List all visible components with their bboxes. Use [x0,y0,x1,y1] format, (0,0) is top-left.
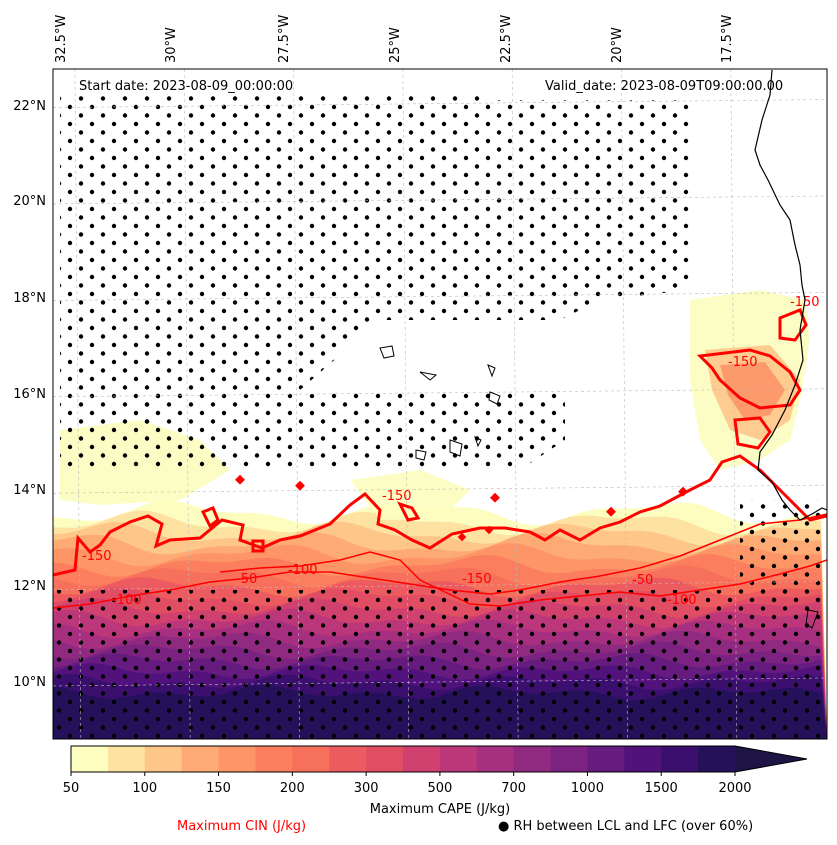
lon-gridline [74,69,82,739]
lon-tick-label: 27.5°W [277,14,292,63]
cin-contour-label: -150 [82,549,112,564]
gridlines [53,69,827,739]
colorbar-segment [255,746,293,772]
cin-legend-label: Maximum CIN (J/kg) [177,819,307,834]
rh-legend-label: ● RH between LCL and LFC (over 60%) [498,819,754,834]
colorbar-segment [587,746,625,772]
cin-contour-label: -150 [728,355,758,370]
colorbar-segment [71,746,109,772]
colorbar-label: Maximum CAPE (J/kg) [369,802,511,817]
lon-tick-label: 32.5°W [54,14,69,63]
cin-contour--100 [53,513,827,609]
colorbar-segment [439,746,478,772]
lat-tick-label: 20°N [13,194,46,209]
cin-contour-island-3 [733,416,772,450]
lon-gridline [511,69,519,739]
colorbar-segment [624,746,662,772]
colorbar-segment [218,746,256,772]
colorbar-segment [476,746,515,772]
colorbar-segment [403,746,441,772]
cin-contour-label: -50 [632,573,653,588]
coastline [379,69,827,629]
colorbar-segment [329,746,367,772]
colorbar-segment [513,746,552,772]
cin-contour-label: -100 [288,563,318,578]
lon-gridline [183,69,191,739]
colorbar-outline [70,745,808,773]
lat-tick-label: 10°N [13,675,46,690]
lon-gridline [730,69,738,739]
colorbar-segment [144,746,183,772]
cin-contour--150 [53,454,827,577]
lat-tick-label: 16°N [13,387,46,402]
colorbar-extend-arrow [735,746,807,772]
colorbar-segment [366,746,404,772]
colorbar-segment [550,746,588,772]
cape-patch [350,470,470,520]
lat-tick-label: 12°N [13,579,46,594]
cin-contour-label: -100 [667,593,697,608]
valid-date-annotation: Valid_date: 2023-08-09T09:00:00.00 [545,79,784,94]
colorbar-tick-label: 700 [501,781,527,796]
cin-contour--50 [219,551,827,607]
lon-tick-label: 17.5°W [720,14,735,63]
lon-tick-label: 22.5°W [499,14,514,63]
colorbar-tick-label: 2000 [718,781,752,796]
lat-tick-label: 18°N [13,291,46,306]
lat-tick-label: 22°N [13,99,46,114]
colorbar-segment [107,746,146,772]
cin-inline-labels: -150-100-50-100-150-150 -50-100-150-150 [82,295,820,608]
colorbar-segment [661,746,699,772]
lon-tick-label: 30°W [164,27,179,63]
colorbar-tick-label: 50 [62,781,80,796]
lat-tick-label: 14°N [13,483,46,498]
colorbar-tick-label: 100 [132,781,158,796]
colorbar-segment [698,746,736,772]
lon-gridline [293,69,300,739]
lon-tick-label: 25°W [388,27,403,63]
cin-contours: -150-100-50-100-150-150 -50-100-150-150 [53,295,827,609]
cape-colorbar [70,745,808,776]
colorbar-tick-label: 500 [427,781,453,796]
lon-gridline [621,69,628,739]
start-date-annotation: Start date: 2023-08-09_00:00:00 [79,79,294,94]
cin-contour-label: -50 [236,572,257,587]
cape-patch [720,362,785,420]
cin-contour-island-1 [696,348,802,410]
colorbar-tick-label: 200 [279,781,305,796]
colorbar-tick-label: 300 [353,781,379,796]
map-frame [52,68,828,740]
colorbar-tick-label: 150 [206,781,231,796]
colorbar-tick-label: 1000 [570,781,604,796]
colorbar-segment [181,746,220,772]
cin-contour-label: -150 [382,489,412,504]
cin-contour-label: -150 [462,572,492,587]
cin-contour-label: -100 [112,593,142,608]
lon-gridline [402,69,410,739]
rh-stipple-layer [53,95,827,739]
colorbar-tick-label: 1500 [644,781,678,796]
colorbar-segment [292,746,330,772]
lon-tick-label: 20°W [610,27,625,63]
